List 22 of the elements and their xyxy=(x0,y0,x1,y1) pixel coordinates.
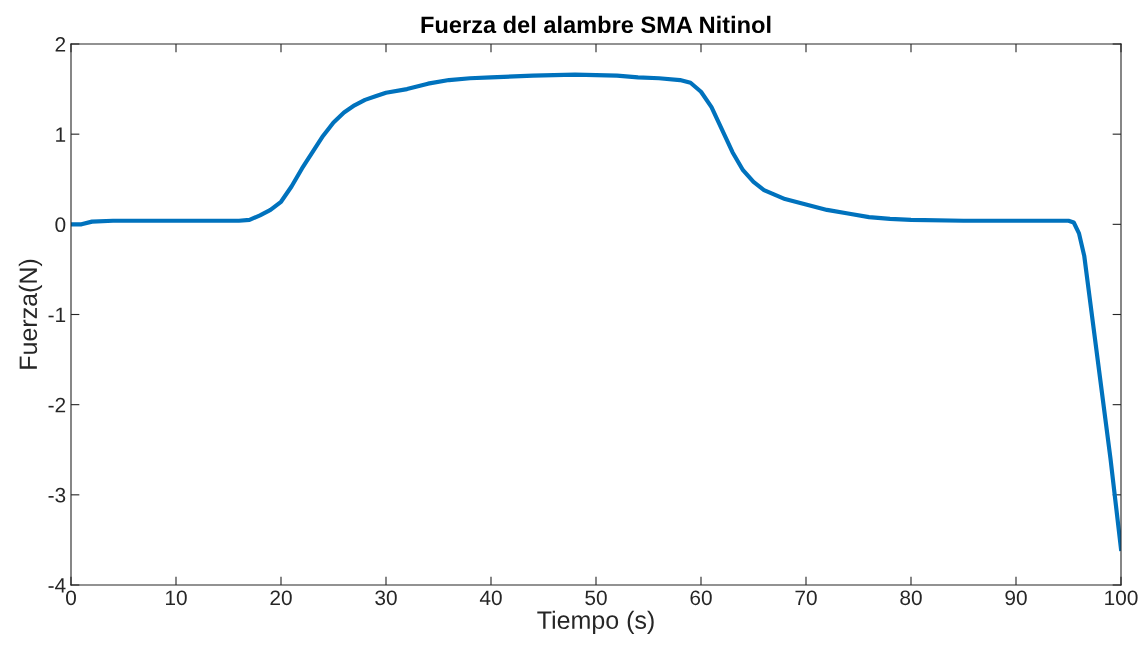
x-tick-label: 80 xyxy=(900,590,922,606)
x-tick-label: 40 xyxy=(479,590,502,606)
x-tick-label: 20 xyxy=(270,590,292,606)
x-tick-label: 50 xyxy=(585,590,607,606)
x-tick-label: 90 xyxy=(1005,590,1027,606)
chart-title: Fuerza del alambre SMA Nitinol xyxy=(421,15,771,34)
x-tick-label: 100 xyxy=(1105,590,1138,606)
y-tick-label: -1 xyxy=(48,307,66,323)
y-tick-label: 1 xyxy=(56,127,66,142)
y-tick-label: 2 xyxy=(55,37,66,52)
x-tick-label: 30 xyxy=(375,590,397,606)
x-tick-label: 0 xyxy=(66,590,76,606)
y-axis-title: Fuerza(N) xyxy=(18,259,43,369)
y-tick-label: -4 xyxy=(48,578,66,593)
x-axis-title: Tiempo (s) xyxy=(537,610,654,634)
line-series xyxy=(71,72,1121,552)
x-tick-label: 60 xyxy=(690,590,712,606)
y-tick-label: 0 xyxy=(55,217,66,233)
y-tick-label: -3 xyxy=(48,487,66,503)
x-tick-label: 70 xyxy=(795,590,817,606)
y-tick-label: -2 xyxy=(48,397,66,413)
x-tick-label: 10 xyxy=(166,590,187,606)
